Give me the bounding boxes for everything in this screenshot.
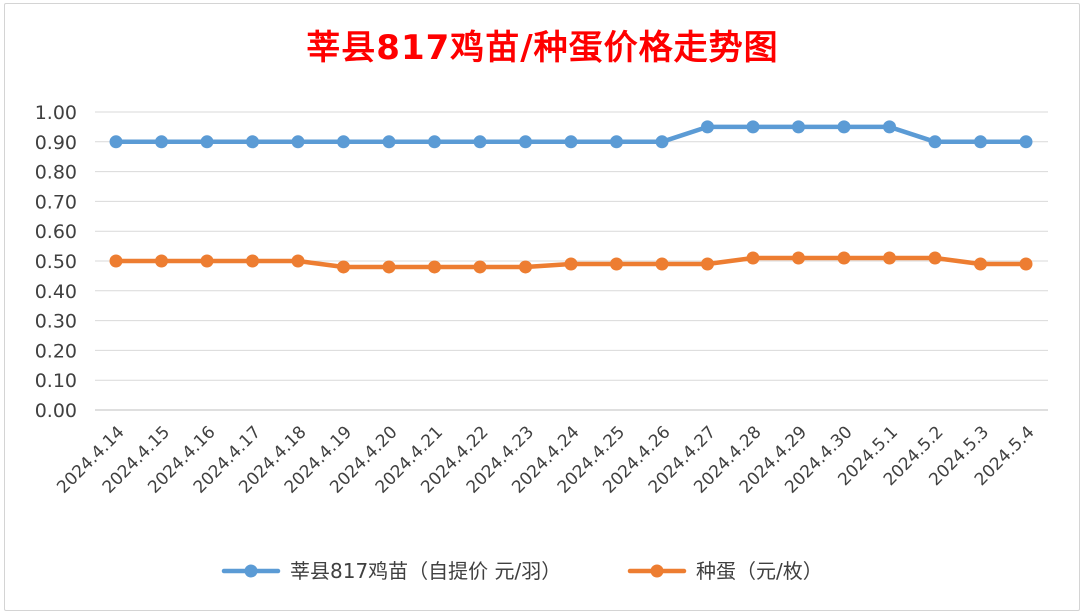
legend-label: 莘县817鸡苗（自提价 元/羽） (290, 559, 561, 583)
data-point (109, 254, 123, 268)
x-axis-ticks: 2024.4.142024.4.152024.4.162024.4.172024… (53, 422, 1038, 497)
y-tick-label: 0.00 (35, 400, 77, 422)
data-point (837, 251, 851, 265)
data-point (746, 251, 760, 265)
data-point (291, 135, 305, 149)
data-point (428, 135, 441, 149)
data-point (200, 135, 214, 149)
data-point (337, 135, 350, 149)
data-point (974, 257, 987, 271)
data-point (428, 260, 441, 274)
data-point (382, 135, 396, 149)
data-point (974, 135, 987, 149)
data-point (155, 135, 168, 149)
data-point (701, 120, 714, 134)
legend-swatch-marker (650, 564, 664, 578)
y-tick-label: 0.50 (35, 251, 77, 273)
legend-label: 种蛋（元/枚） (696, 559, 823, 583)
data-point (337, 260, 350, 274)
data-point (883, 120, 896, 134)
y-axis-ticks: 0.00 0.10 0.20 0.30 0.40 0.50 0.60 0.70 0.80 0.90… (35, 102, 77, 422)
data-point (291, 254, 305, 268)
data-point (1019, 135, 1033, 149)
y-tick-label: 1.00 (35, 102, 77, 124)
data-point (564, 135, 578, 149)
data-point (200, 254, 214, 268)
data-point (655, 135, 669, 149)
data-point (519, 260, 532, 274)
data-point (610, 257, 623, 271)
data-point (610, 135, 623, 149)
data-point (928, 251, 942, 265)
y-tick-label: 0.10 (35, 370, 77, 392)
chart-frame (4, 3, 1080, 611)
data-point (246, 254, 259, 268)
data-point (473, 135, 487, 149)
data-point (1019, 257, 1033, 271)
legend: 莘县817鸡苗（自提价 元/羽） 种蛋（元/枚） (221, 559, 823, 583)
y-tick-label: 0.80 (35, 162, 77, 184)
data-point (701, 257, 714, 271)
data-point (155, 254, 168, 268)
data-point (564, 257, 578, 271)
data-point (382, 260, 396, 274)
y-tick-label: 0.70 (35, 191, 77, 213)
data-point (109, 135, 123, 149)
legend-swatch-marker (244, 564, 258, 578)
data-point (746, 120, 760, 134)
data-point (519, 135, 532, 149)
y-tick-label: 0.60 (35, 221, 77, 243)
chart-title: 莘县817鸡苗/种蛋价格走势图 (306, 28, 779, 68)
series-group (109, 120, 1033, 274)
data-point (246, 135, 259, 149)
data-point (792, 251, 805, 265)
data-point (883, 251, 896, 265)
y-tick-label: 0.20 (35, 340, 77, 362)
data-point (792, 120, 805, 134)
y-tick-label: 0.40 (35, 281, 77, 303)
data-point (837, 120, 851, 134)
data-point (473, 260, 487, 274)
y-tick-label: 0.30 (35, 311, 77, 333)
data-point (928, 135, 942, 149)
y-tick-label: 0.90 (35, 132, 77, 154)
data-point (655, 257, 669, 271)
